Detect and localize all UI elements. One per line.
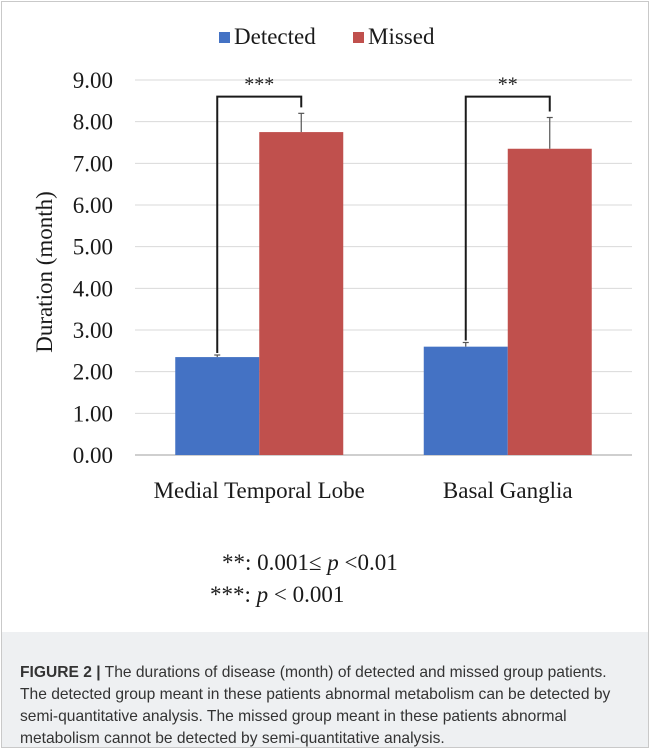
bar-missed <box>259 132 344 456</box>
y-tick-label: 2.00 <box>73 360 113 385</box>
significance-brackets: *** ** <box>216 74 551 353</box>
y-axis-label: Duration (month) <box>32 191 57 353</box>
y-tick-label: 5.00 <box>73 235 113 260</box>
significance-note-triple: ***: p < 0.001 <box>210 582 345 607</box>
legend-label-missed: Missed <box>368 24 435 49</box>
legend-label-detected: Detected <box>234 24 316 49</box>
x-axis: Medial Temporal Lobe Basal Ganglia <box>154 478 573 503</box>
significance-bracket <box>216 95 303 353</box>
y-tick-label: 4.00 <box>73 276 113 301</box>
significance-stars: ** <box>498 74 518 96</box>
y-axis: 0.00 1.00 2.00 3.00 4.00 5.00 6.00 7.00 8.00 9.00 <box>73 68 113 468</box>
y-tick-label: 0.00 <box>73 443 113 468</box>
y-tick-label: 3.00 <box>73 318 113 343</box>
caption-text: The durations of disease (month) of dete… <box>20 664 611 747</box>
figure-caption: FIGURE 2 | The durations of disease (mon… <box>20 662 632 750</box>
chart-legend: Detected Missed <box>219 24 435 49</box>
legend-swatch-detected <box>219 32 230 43</box>
y-tick-label: 9.00 <box>73 68 113 93</box>
x-tick-label: Basal Ganglia <box>443 478 573 503</box>
caption-label: FIGURE 2 | <box>20 664 101 681</box>
significance-stars: *** <box>244 74 274 96</box>
y-tick-label: 7.00 <box>73 151 113 176</box>
bar-detected <box>423 346 508 455</box>
y-tick-label: 6.00 <box>73 193 113 218</box>
bar-chart: Detected Missed 0.00 1.00 2.00 3.00 4.00 5.00 6… <box>32 24 632 503</box>
y-tick-label: 1.00 <box>73 401 113 426</box>
bar-missed <box>507 148 592 455</box>
x-tick-label: Medial Temporal Lobe <box>154 478 365 503</box>
bars <box>175 112 592 456</box>
bar-detected <box>175 357 260 455</box>
caption-background <box>2 632 648 747</box>
y-tick-label: 8.00 <box>73 110 113 135</box>
significance-bracket <box>464 95 551 341</box>
significance-note-double: **: 0.001≤ p <0.01 <box>222 550 398 575</box>
legend-swatch-missed <box>353 32 364 43</box>
